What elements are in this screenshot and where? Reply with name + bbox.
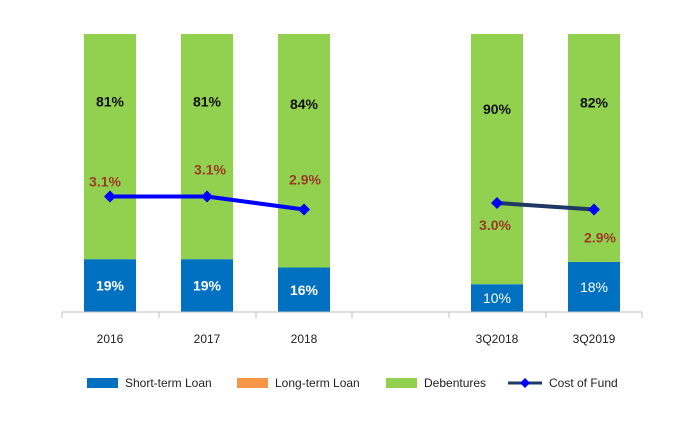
cost-of-fund-marker-5 <box>588 203 600 216</box>
x-tick-label-5: 3Q2019 <box>573 332 616 346</box>
x-tick-label-4: 3Q2018 <box>476 332 519 346</box>
label-debentures-0: 81% <box>96 94 125 110</box>
label-debentures-4: 90% <box>483 101 512 117</box>
label-cost-of-fund-1: 3.1% <box>194 162 226 178</box>
bar-short-term-loan-5 <box>568 261 620 312</box>
label-debentures-5: 82% <box>580 94 609 110</box>
x-tick-label-0: 2016 <box>97 332 124 346</box>
bar-short-term-loan-2 <box>278 267 330 312</box>
label-short-term-loan-2: 16% <box>290 282 319 298</box>
bar-debentures-2 <box>278 34 330 268</box>
x-axis: 2016 2017 2018 3Q2018 3Q2019 <box>61 311 643 346</box>
legend-label-1: Long-term Loan <box>275 376 360 390</box>
legend-swatch-0 <box>87 378 118 388</box>
bar-short-term-loan-0 <box>84 259 136 312</box>
legend-swatch-2 <box>386 378 417 388</box>
legend: Short-term Loan Long-term Loan Debentures C… <box>87 376 618 390</box>
bars-layer <box>84 34 620 312</box>
bar-debentures-4 <box>471 34 523 285</box>
label-cost-of-fund-2: 2.9% <box>289 172 321 188</box>
bar-debentures-5 <box>568 34 620 262</box>
legend-label-2: Debentures <box>424 376 486 390</box>
cost-of-fund-marker-0 <box>104 190 116 203</box>
label-cost-of-fund-4: 3.0% <box>479 217 511 233</box>
x-tick-label-1: 2017 <box>194 332 221 346</box>
label-short-term-loan-0: 19% <box>96 278 125 294</box>
legend-swatch-1 <box>237 378 268 388</box>
cost-of-fund-line-quarterly <box>496 201 595 212</box>
cost-of-fund-marker-2 <box>298 203 310 216</box>
cost-of-fund-marker-4 <box>491 197 503 209</box>
legend-line-marker <box>520 378 530 388</box>
bar-short-term-loan-4 <box>471 284 523 312</box>
label-cost-of-fund-0: 3.1% <box>89 174 121 190</box>
label-short-term-loan-5: 18% <box>580 279 608 295</box>
label-debentures-1: 81% <box>193 94 222 110</box>
label-short-term-loan-1: 19% <box>193 278 222 294</box>
cost-of-fund-line-layer <box>104 190 600 216</box>
legend-label-0: Short-term Loan <box>125 376 212 390</box>
bar-debentures-0 <box>84 34 136 260</box>
data-labels-layer: 19% 81% 19% 81% 16% 84% 10% 90% 18% 82% 3.1% 3.1% 2.… <box>89 94 616 307</box>
bar-debentures-1 <box>181 34 233 260</box>
x-tick-label-2: 2018 <box>291 332 318 346</box>
bar-short-term-loan-1 <box>181 259 233 312</box>
label-debentures-2: 84% <box>290 96 319 112</box>
label-short-term-loan-4: 10% <box>483 290 511 306</box>
label-cost-of-fund-5: 2.9% <box>584 230 616 246</box>
legend-label-cost-of-fund: Cost of Fund <box>549 376 618 390</box>
cost-of-fund-marker-1 <box>201 190 213 203</box>
